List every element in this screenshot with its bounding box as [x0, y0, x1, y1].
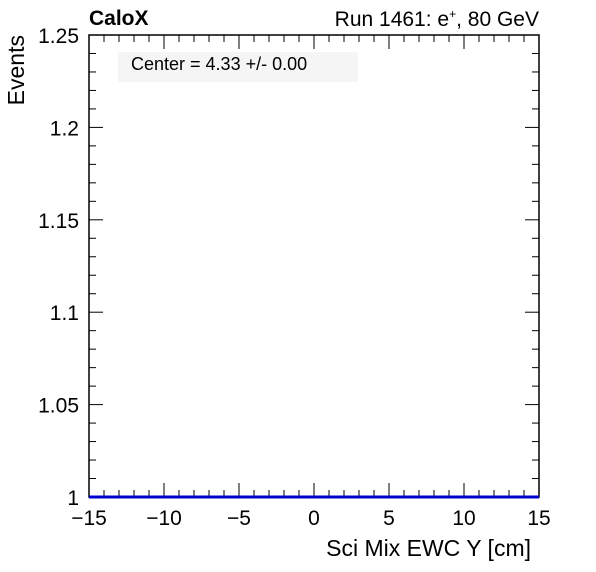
x-axis-title: Sci Mix EWC Y [cm]: [326, 535, 531, 561]
x-tick-label: −10: [146, 507, 182, 530]
x-tick-label: 5: [383, 507, 395, 530]
y-tick-label: 1.25: [38, 25, 79, 48]
plot-frame: [88, 34, 540, 498]
y-tick-label: 1.2: [50, 117, 79, 140]
x-tick-label: −5: [227, 507, 251, 530]
x-tick-label: 15: [527, 507, 550, 530]
y-tick-label: 1.1: [50, 302, 79, 325]
run-superscript: +: [449, 7, 457, 21]
brand-label: CaloX: [89, 7, 149, 30]
y-tick-label: 1.15: [38, 210, 79, 233]
run-prefix: Run 1461: e: [334, 8, 450, 31]
run-suffix: , 80 GeV: [456, 8, 539, 31]
y-tick-label: 1: [67, 487, 79, 510]
legend-text: Center = 4.33 +/- 0.00: [131, 54, 308, 74]
run-info: Run 1461: e+, 80 GeV: [335, 7, 539, 32]
x-tick-label: 0: [308, 507, 320, 530]
y-axis-title: Events: [3, 35, 29, 105]
y-tick-label: 1.05: [38, 395, 79, 418]
legend-box: [118, 52, 358, 82]
x-tick-label: −15: [71, 507, 107, 530]
x-tick-label: 10: [452, 507, 475, 530]
